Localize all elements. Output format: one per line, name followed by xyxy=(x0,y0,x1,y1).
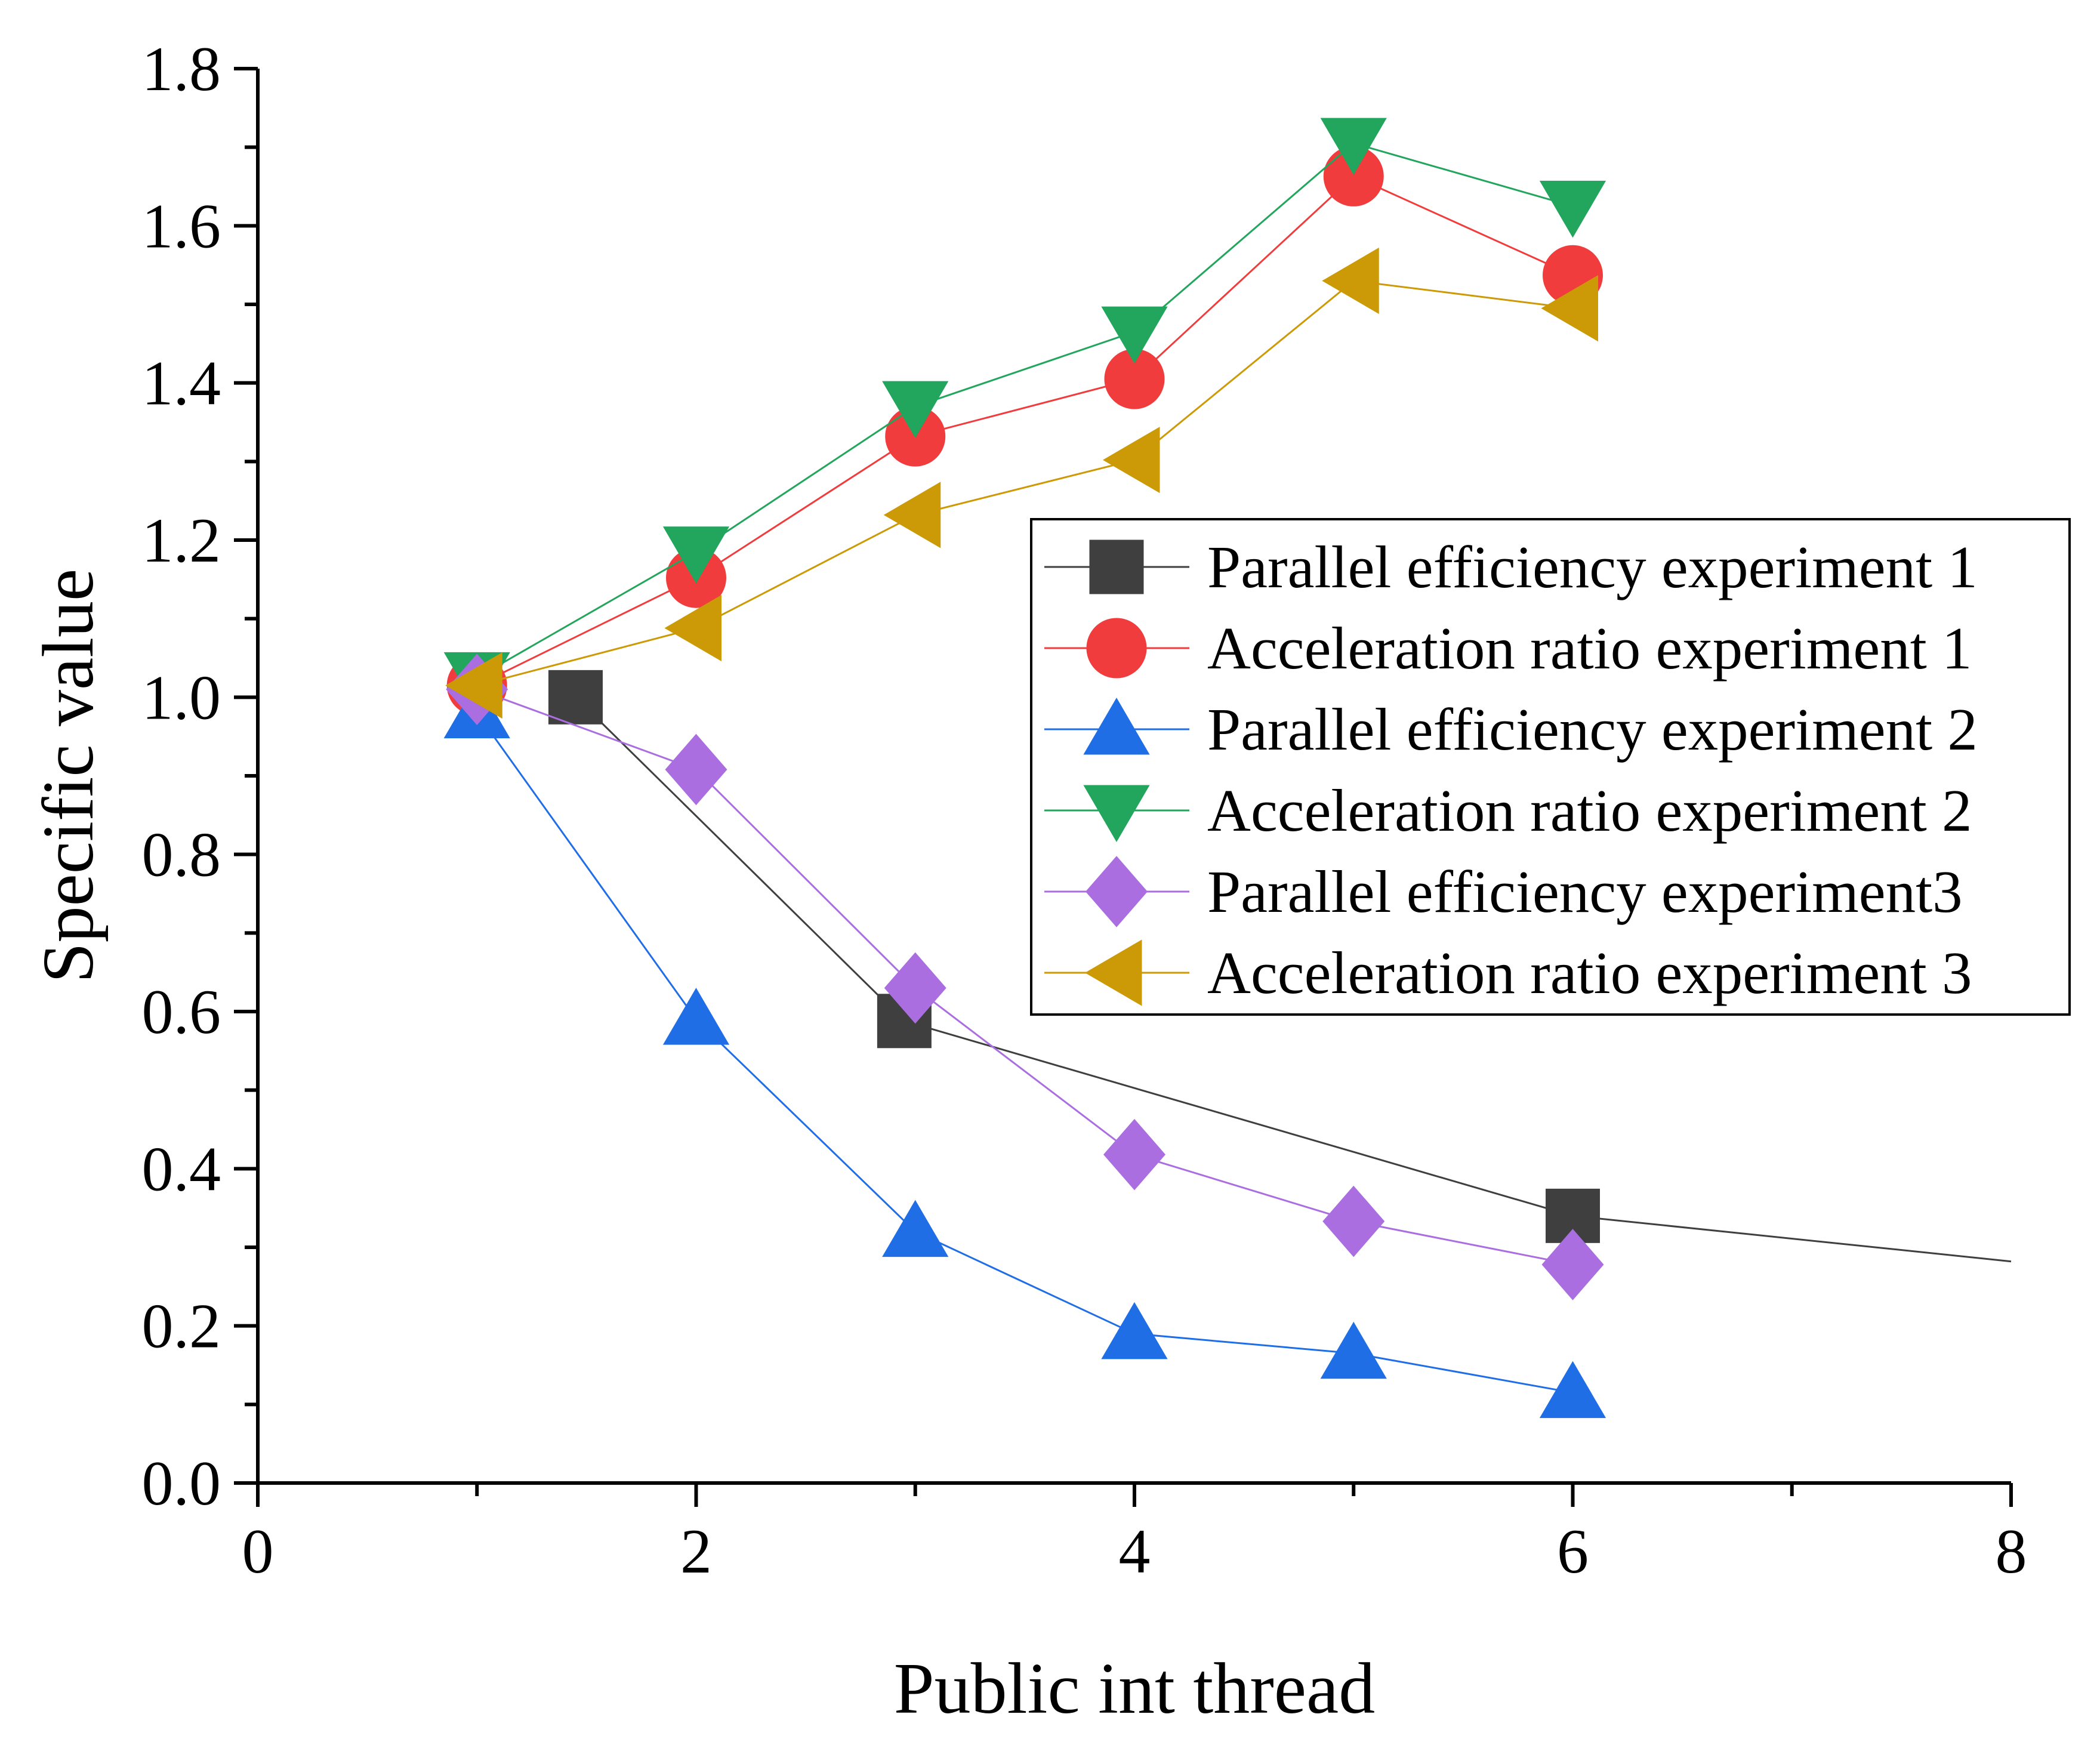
y-tick-label: 0.4 xyxy=(142,1134,221,1204)
y-tick-label: 1.0 xyxy=(142,662,221,732)
series-6-point xyxy=(1541,275,1598,342)
legend-label: Acceleration ratio experiment 1 xyxy=(1207,615,1972,682)
series-3-point xyxy=(1320,1321,1387,1379)
axes: 0 2 4 6 8 0.0 0.2 0.4 0.6 0.8 1.0 1.2 1.4 1.6 1.8 xyxy=(142,34,2027,1586)
series-3-point xyxy=(882,1200,949,1257)
x-axis-title: Public int thread xyxy=(894,1648,1375,1729)
series-5-point xyxy=(884,952,946,1024)
y-tick-label: 0.6 xyxy=(142,977,221,1047)
legend-label: Parallel efficiency experiment 2 xyxy=(1207,696,1978,763)
series-5 xyxy=(446,653,1604,1300)
legend-label: Parallel efficiency experiment 1 xyxy=(1207,534,1978,600)
legend-frame xyxy=(1030,518,2071,1016)
legend-label: Acceleration ratio experiment 2 xyxy=(1207,777,1972,844)
series-1-point xyxy=(548,670,603,724)
series-5-point xyxy=(1103,1118,1165,1191)
legend-items: Parallel efficiency experiment 1 Accelera… xyxy=(1044,534,1978,1006)
x-ticks: 0 2 4 6 8 xyxy=(242,1483,2027,1586)
legend-marker xyxy=(1085,939,1142,1006)
y-axis-title: Specific value xyxy=(28,569,109,983)
series-1-line xyxy=(575,696,2012,1263)
series-4-point xyxy=(662,526,730,584)
legend-marker xyxy=(1089,539,1144,594)
series-6-point xyxy=(1322,247,1379,315)
series-6-point xyxy=(445,652,502,719)
series-2-line xyxy=(476,175,1574,686)
x-tick-label: 8 xyxy=(1996,1516,2027,1586)
series-3-point xyxy=(1101,1302,1168,1359)
x-tick-label: 2 xyxy=(680,1516,712,1586)
legend-marker xyxy=(1083,698,1150,755)
series-6-point xyxy=(1103,427,1160,494)
legend-item: Parallel efficiency experiment 1 xyxy=(1044,534,1978,600)
series-5-point xyxy=(1541,1229,1604,1300)
series-1 xyxy=(548,670,2012,1263)
legend-item: Acceleration ratio experiment 1 xyxy=(1044,615,1972,682)
series-4-line xyxy=(476,142,1573,679)
series-6-line xyxy=(476,279,1573,687)
series-5-point xyxy=(1322,1185,1385,1257)
series-4-point xyxy=(1101,306,1168,364)
series-3-point xyxy=(662,988,730,1045)
x-tick-label: 0 xyxy=(242,1516,274,1586)
y-tick-label: 0.8 xyxy=(142,820,221,890)
x-tick-label: 4 xyxy=(1119,1516,1151,1586)
y-tick-label: 0.0 xyxy=(142,1448,221,1518)
legend: Parallel efficiency experiment 1 Accelera… xyxy=(1030,518,2071,1016)
y-tick-label: 1.2 xyxy=(142,505,221,575)
y-tick-label: 1.8 xyxy=(142,34,221,104)
legend-label: Parallel efficiency experiment3 xyxy=(1207,858,1963,925)
series-4-point xyxy=(1320,118,1387,175)
series-5-line xyxy=(476,688,1573,1266)
y-ticks: 0.0 0.2 0.4 0.6 0.8 1.0 1.2 1.4 1.6 1.8 xyxy=(142,34,258,1518)
series-6 xyxy=(445,247,1598,719)
series-4-point xyxy=(882,381,949,439)
y-tick-label: 0.2 xyxy=(142,1291,221,1361)
series-4-point xyxy=(1539,180,1606,238)
x-tick-label: 6 xyxy=(1557,1516,1589,1586)
legend-item: Parallel efficiency experiment3 xyxy=(1044,856,1963,927)
y-tick-label: 1.6 xyxy=(142,191,221,261)
y-tick-label: 1.4 xyxy=(142,349,221,418)
series-3 xyxy=(443,681,1606,1419)
legend-label: Acceleration ratio experiment 3 xyxy=(1207,939,1972,1006)
legend-marker xyxy=(1083,785,1150,842)
legend-marker xyxy=(1086,618,1147,679)
legend-item: Acceleration ratio experiment 3 xyxy=(1044,939,1972,1006)
series-layer xyxy=(443,118,2012,1419)
legend-marker xyxy=(1086,856,1148,927)
series-5-point xyxy=(665,733,727,806)
series-6-point xyxy=(883,482,941,548)
series-3-line xyxy=(476,712,1573,1394)
legend-item: Acceleration ratio experiment 2 xyxy=(1044,777,1972,844)
series-6-point xyxy=(664,594,721,662)
series-3-point xyxy=(1539,1361,1606,1419)
legend-item: Parallel efficiency experiment 2 xyxy=(1044,696,1978,763)
